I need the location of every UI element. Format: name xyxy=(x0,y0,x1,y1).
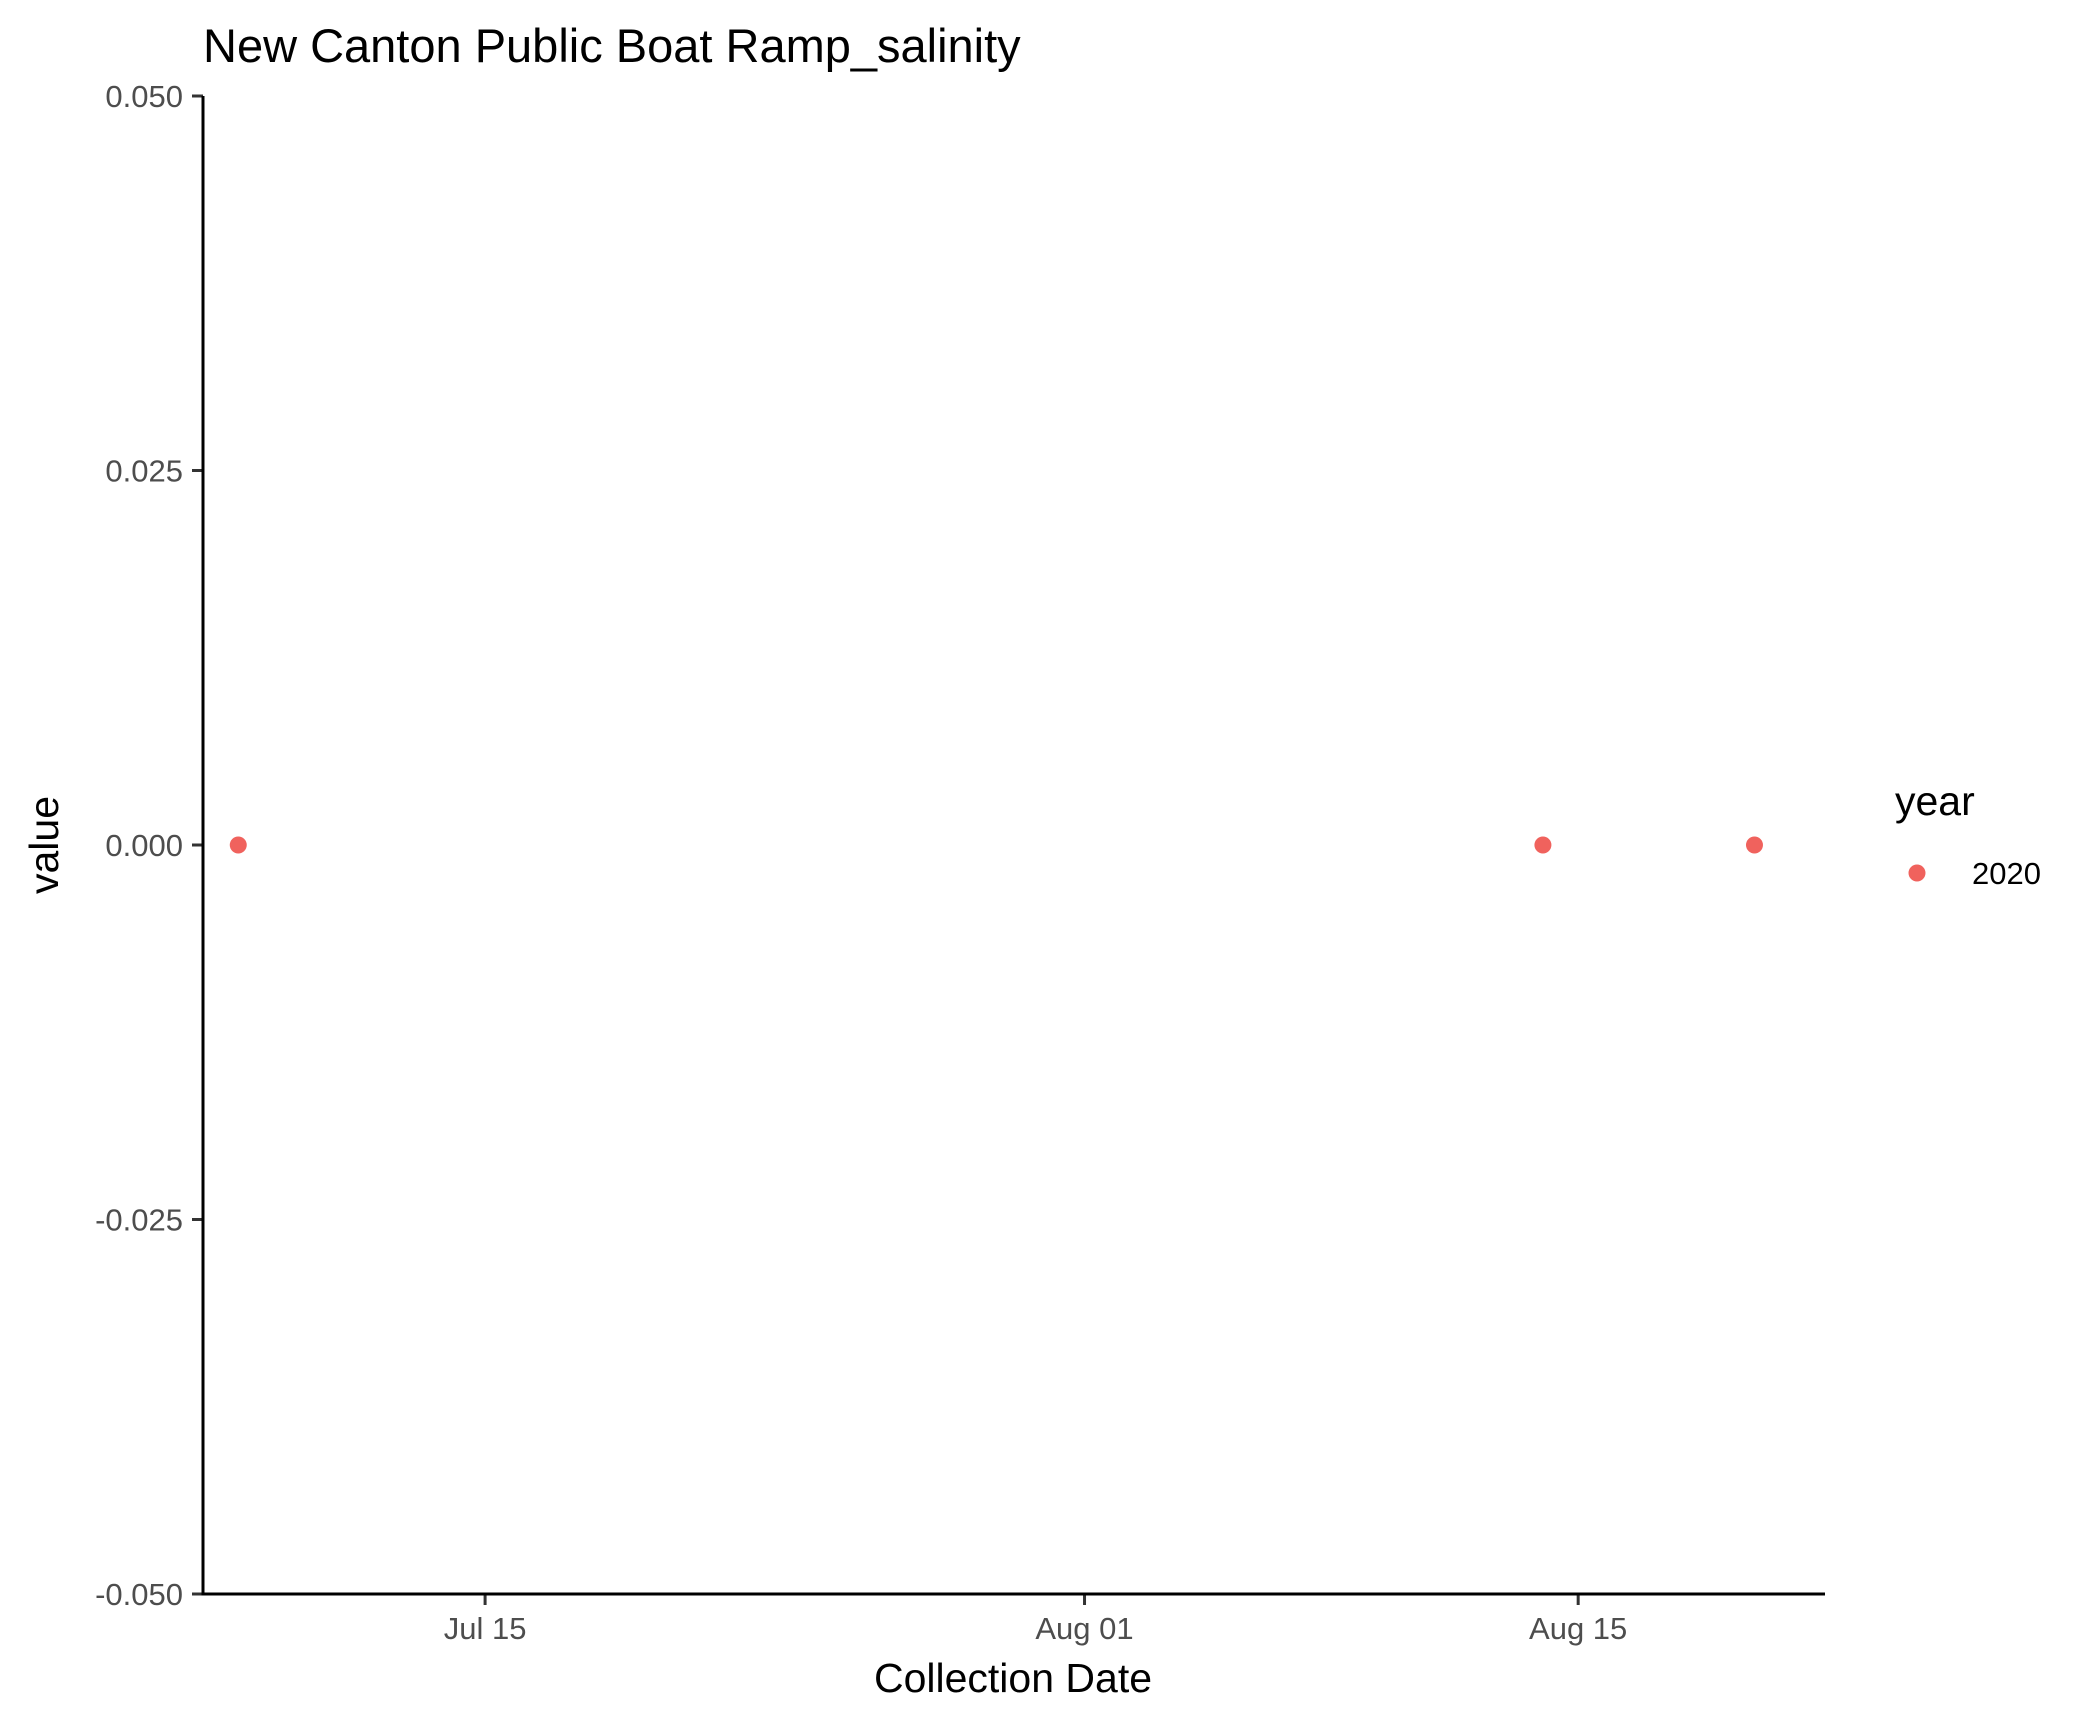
chart-title: New Canton Public Boat Ramp_salinity xyxy=(203,19,1021,72)
data-point xyxy=(1534,836,1552,854)
x-axis-ticks: Jul 15 Aug 01 Aug 15 xyxy=(444,1594,1627,1646)
x-tick-label: Jul 15 xyxy=(444,1611,527,1646)
y-tick-label: 0.000 xyxy=(105,828,183,863)
x-axis-title: Collection Date xyxy=(874,1655,1152,1701)
y-axis-ticks: -0.050 -0.025 0.000 0.025 0.050 xyxy=(95,79,203,1612)
legend: year 2020 xyxy=(1895,778,2041,891)
y-tick-label: 0.050 xyxy=(105,79,183,114)
legend-label: 2020 xyxy=(1972,856,2041,891)
data-point xyxy=(1745,836,1763,854)
data-points xyxy=(229,836,1763,854)
legend-title: year xyxy=(1895,778,1975,824)
y-tick-label: 0.025 xyxy=(105,454,183,489)
y-tick-label: -0.025 xyxy=(95,1203,183,1238)
legend-key xyxy=(1908,864,1926,882)
y-tick-label: -0.050 xyxy=(95,1577,183,1612)
legend-entries: 2020 xyxy=(1908,856,2041,891)
x-tick-label: Aug 15 xyxy=(1529,1611,1627,1646)
data-point xyxy=(229,836,247,854)
x-tick-label: Aug 01 xyxy=(1035,1611,1133,1646)
y-axis-title: value xyxy=(21,796,67,894)
